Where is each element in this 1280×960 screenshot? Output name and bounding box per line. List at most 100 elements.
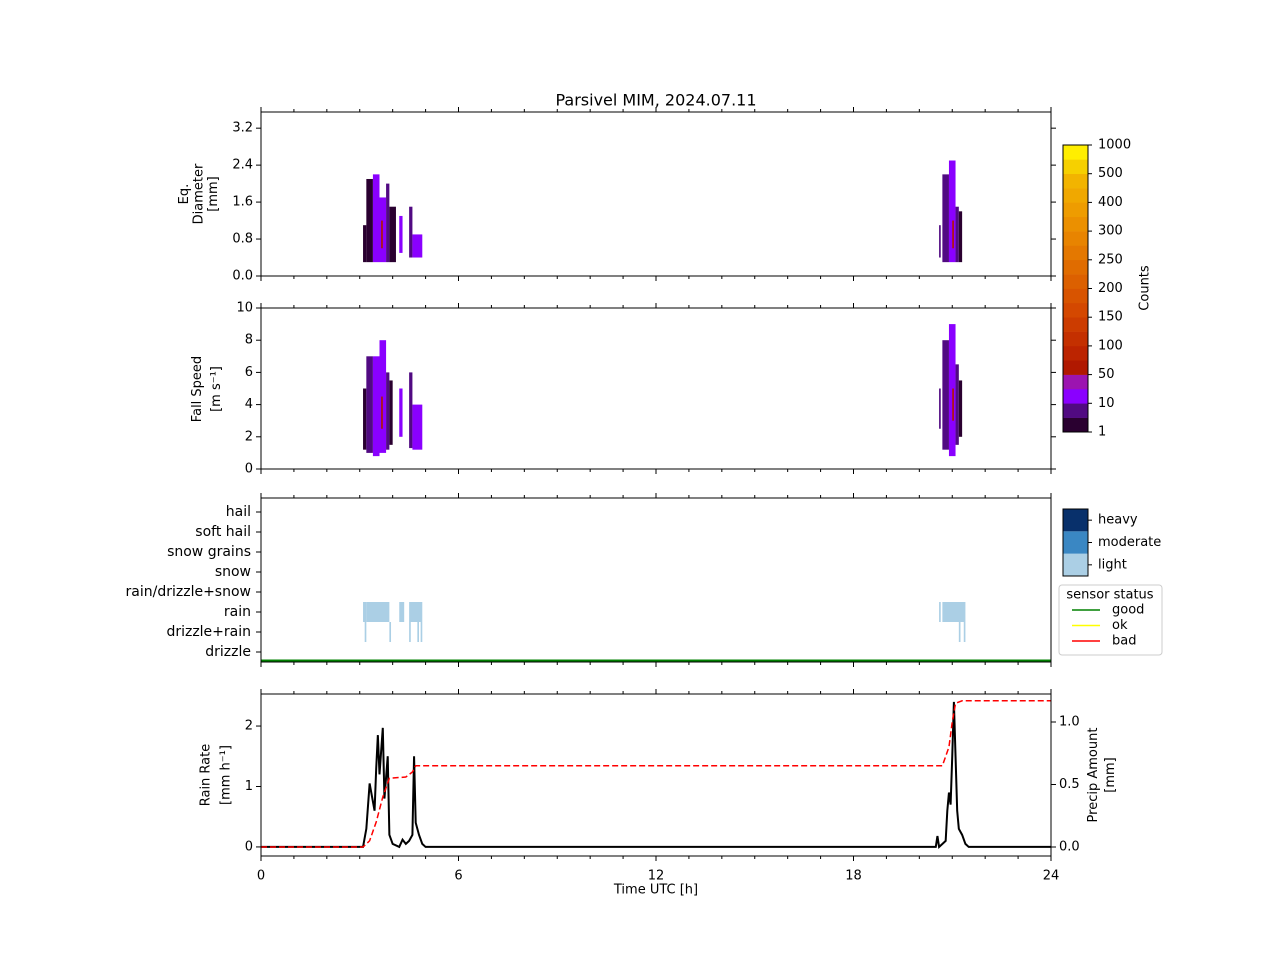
intensity-swatch	[1063, 509, 1088, 532]
colorbar-swatch	[1063, 245, 1088, 261]
legend-box	[1058, 584, 1163, 656]
colorbar-swatch	[1063, 345, 1088, 361]
colorbar-swatch	[1063, 145, 1088, 160]
heatmap-cell	[409, 372, 413, 449]
heatmap-cell	[955, 364, 959, 445]
colorbar-swatch	[1063, 231, 1088, 246]
heatmap-cell	[363, 388, 367, 450]
heatmap-cell	[942, 174, 949, 263]
y-tick-label: 6	[245, 365, 253, 380]
heatmap-cell	[948, 160, 956, 263]
panel-frame	[260, 307, 1052, 470]
colorbar-label: Counts	[1138, 265, 1153, 311]
colorbar-swatch	[1063, 388, 1088, 404]
precip-segment	[963, 622, 966, 642]
colorbar-swatch	[1063, 216, 1088, 232]
y-tick-label: 0	[245, 462, 253, 477]
heatmap-cell	[389, 206, 396, 263]
y-tick-label: rain	[224, 604, 251, 620]
precip-segment	[399, 602, 405, 622]
y-tick-label: 2	[245, 719, 253, 734]
y-axis-label: Eq.	[177, 184, 192, 205]
legend-title: sensor status	[1066, 588, 1153, 603]
heatmap-cell	[412, 404, 423, 450]
colorbar-tick-label: 10	[1098, 396, 1115, 411]
y-tick-label: drizzle	[205, 644, 251, 660]
y-axis-label: Rain Rate	[199, 744, 214, 807]
colorbar-swatch	[1063, 202, 1088, 218]
heatmap-cell	[942, 340, 949, 450]
heatmap-cell	[939, 388, 941, 429]
colorbar-swatch	[1063, 374, 1088, 390]
intensity-label: heavy	[1098, 513, 1138, 528]
legend-label: ok	[1112, 618, 1128, 633]
x-tick-label: 6	[454, 869, 462, 884]
precip-segment	[409, 602, 423, 622]
y-tick-label: 3.2	[232, 121, 253, 136]
precip-segment	[942, 602, 966, 622]
intensity-label: light	[1098, 557, 1127, 572]
y-axis-label: [m s⁻¹]	[209, 366, 224, 412]
heatmap-cell	[955, 206, 959, 263]
colorbar-swatch	[1063, 274, 1088, 289]
colorbar-swatch	[1063, 259, 1088, 275]
precip-segment	[364, 622, 367, 642]
x-axis-label: Time UTC [h]	[613, 883, 698, 898]
precip-segment	[409, 622, 411, 642]
y-tick-label: 2	[245, 429, 253, 444]
y-tick-label: rain/drizzle+snow	[126, 584, 251, 600]
colorbar-tick-label: 100	[1098, 338, 1123, 353]
precip-segment	[417, 622, 419, 642]
colorbar-tick-label: 250	[1098, 252, 1123, 267]
heatmap-cell	[412, 234, 423, 258]
heatmap-cell	[366, 178, 373, 263]
legend-label: bad	[1112, 634, 1136, 649]
colorbar-swatch	[1063, 188, 1088, 203]
y-tick-label: drizzle+rain	[166, 624, 251, 640]
y-axis-label: [mm]	[206, 176, 221, 211]
x-tick-label: 12	[648, 869, 665, 884]
colorbar-swatch	[1063, 417, 1088, 433]
precip-segment	[366, 602, 390, 622]
heatmap-cell	[939, 225, 941, 258]
heatmap-cell	[372, 356, 380, 457]
precip-segment	[420, 622, 423, 642]
colorbar-tick-label: 200	[1098, 281, 1123, 296]
heatmap-cell	[399, 215, 403, 253]
panel-frame	[260, 693, 1052, 857]
colorbar-tick-label: 150	[1098, 310, 1123, 325]
y-axis-label: Fall Speed	[190, 356, 205, 422]
precip-segment	[363, 602, 367, 622]
panel-frame	[260, 111, 1052, 277]
heatmap-cell	[399, 388, 403, 437]
colorbar-tick-label: 1	[1098, 425, 1106, 440]
y-tick-label: 0.0	[232, 269, 253, 284]
colorbar-tick-label: 50	[1098, 367, 1115, 382]
heatmap-cell	[386, 372, 390, 450]
heatmap-cell	[381, 220, 383, 249]
y-tick-label: snow	[215, 564, 251, 580]
heatmap-cell	[386, 183, 390, 263]
panel-frame	[260, 497, 1052, 663]
heatmap-cell	[366, 356, 373, 453]
y-axis-label: [mm h⁻¹]	[219, 745, 234, 805]
y2-tick-label: 1.0	[1059, 715, 1080, 730]
y-axis-label: Diameter	[192, 163, 207, 224]
legend-label: good	[1112, 603, 1144, 618]
intensity-swatch	[1063, 553, 1088, 576]
heatmap-cell	[952, 220, 954, 249]
colorbar-swatch	[1063, 331, 1088, 347]
colorbar-swatch	[1063, 302, 1088, 318]
y-tick-label: 0	[245, 839, 253, 854]
intensity-swatch	[1063, 531, 1088, 554]
intensity-frame	[1062, 508, 1089, 577]
heatmap-cell	[363, 225, 367, 263]
colorbar-tick-label: 1000	[1098, 138, 1131, 153]
y-axis-label: Precip Amount	[1086, 728, 1101, 823]
heatmap-cell	[952, 388, 954, 421]
data-line	[261, 701, 1051, 849]
heatmap-cell	[372, 174, 380, 263]
y-tick-label: snow grains	[167, 544, 251, 560]
y-tick-label: 1	[245, 779, 253, 794]
